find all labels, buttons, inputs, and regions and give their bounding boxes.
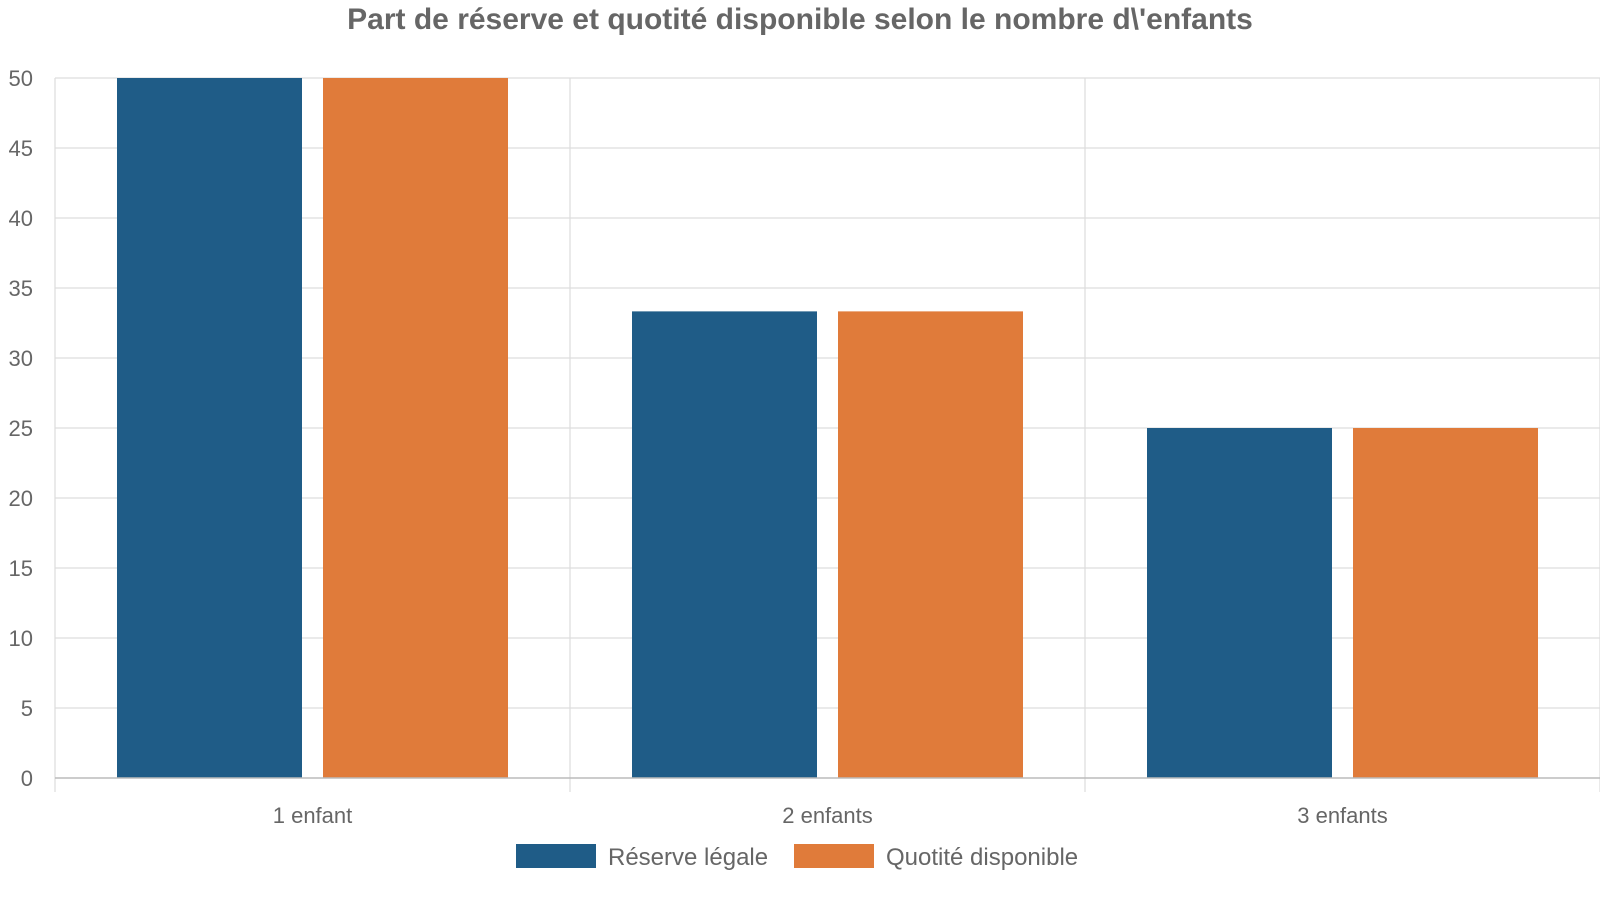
y-tick-label: 25 [9,416,33,441]
legend-swatch [794,844,874,868]
chart-title: Part de réserve et quotité disponible se… [347,3,1253,36]
legend-swatch [516,844,596,868]
legend-label: Quotité disponible [886,844,1078,871]
y-tick-label: 10 [9,626,33,651]
bar-quotite-disponible [1353,428,1538,778]
bar-reserve-legale [1147,428,1332,778]
y-tick-label: 5 [21,696,33,721]
x-tick-label: 3 enfants [1297,803,1388,828]
legend: Réserve légale Quotité disponible [516,844,1078,871]
y-tick-label: 45 [9,136,33,161]
x-tick-label: 2 enfants [782,803,873,828]
y-tick-label: 20 [9,486,33,511]
legend-label: Réserve légale [608,844,768,871]
x-tick-label: 1 enfant [273,803,353,828]
y-tick-label: 50 [9,66,33,91]
y-tick-label: 0 [21,766,33,791]
bar-reserve-legale [117,78,302,778]
y-tick-label: 40 [9,206,33,231]
bar-reserve-legale [632,311,817,778]
bar-quotite-disponible [838,311,1023,778]
bar-quotite-disponible [323,78,508,778]
y-tick-label: 15 [9,556,33,581]
y-tick-label: 35 [9,276,33,301]
gridlines [54,77,1600,792]
bars [117,78,1538,778]
y-tick-label: 30 [9,346,33,371]
axes: 0 5 10 15 20 25 30 35 40 45 50 1 enfant 2 enfants 3 e… [9,66,1600,828]
